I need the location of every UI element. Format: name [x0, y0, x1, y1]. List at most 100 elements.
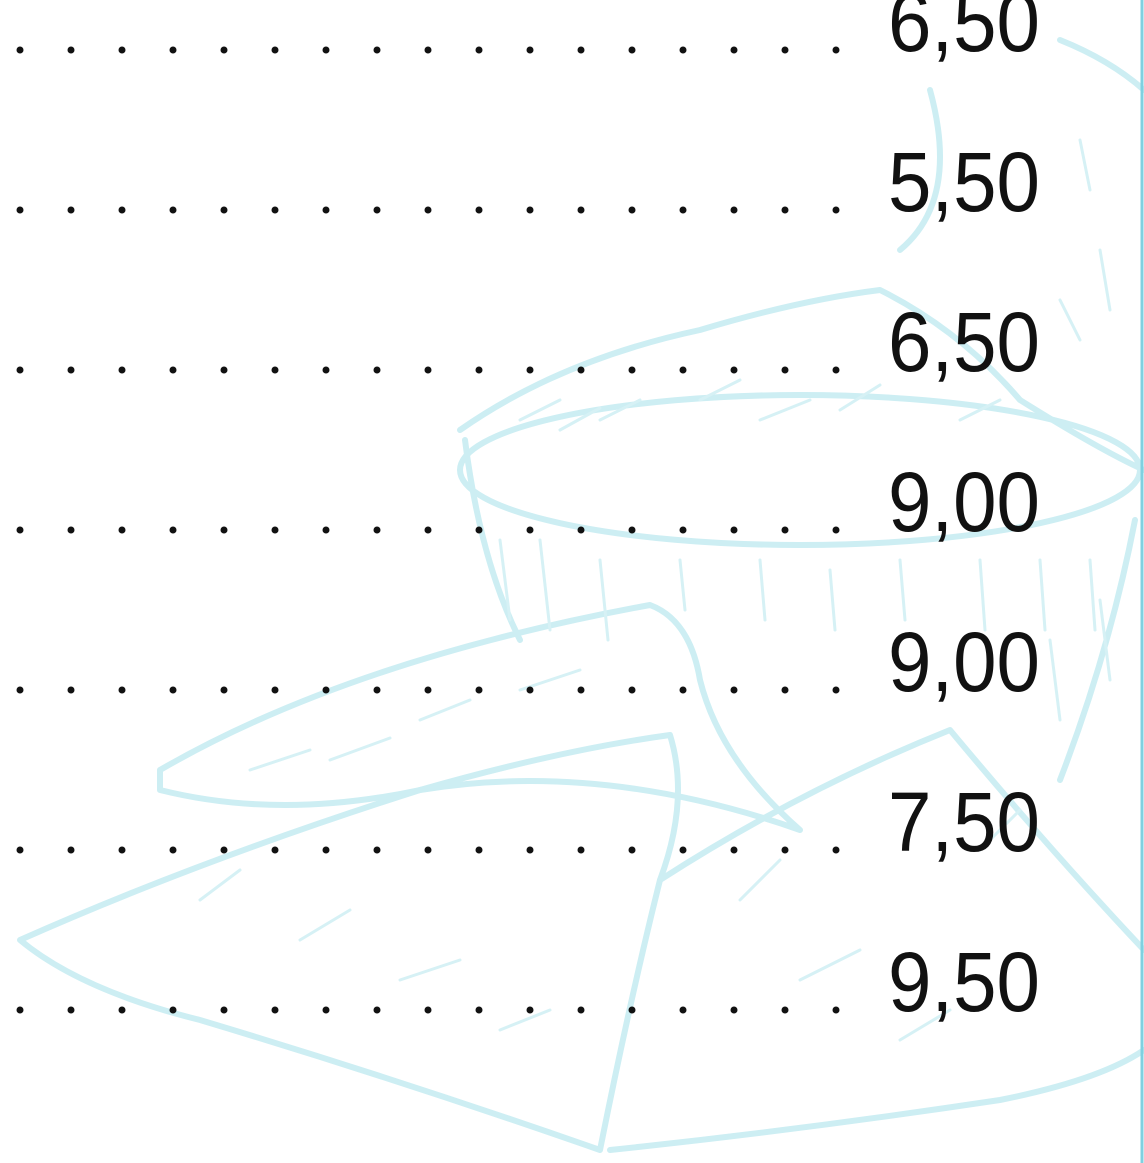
- price: 6,50: [888, 0, 1040, 69]
- leader-dot: [731, 527, 738, 534]
- leader-dot: [425, 367, 432, 374]
- leader-dot: [17, 207, 24, 214]
- leader-dot: [323, 1007, 330, 1014]
- leader-dot: [527, 367, 534, 374]
- leader-dot: [221, 527, 228, 534]
- leader-dot: [527, 1007, 534, 1014]
- price: 9,50: [888, 935, 1040, 1029]
- leader-dot: [170, 207, 177, 214]
- leader-dot: [221, 367, 228, 374]
- price: 9,00: [888, 615, 1040, 709]
- leader-dot: [272, 207, 279, 214]
- leader-dot: [782, 847, 789, 854]
- leader-dot: [374, 367, 381, 374]
- leader-dot: [323, 847, 330, 854]
- leader-dot: [170, 847, 177, 854]
- price: 5,50: [888, 135, 1040, 229]
- leader-dot: [578, 847, 585, 854]
- dot-leader: [17, 367, 840, 374]
- leader-dot: [476, 847, 483, 854]
- leader-dot: [68, 1007, 75, 1014]
- dot-leader: [17, 527, 840, 534]
- leader-dot: [680, 687, 687, 694]
- leader-dot: [527, 47, 534, 54]
- leader-dot: [476, 367, 483, 374]
- leader-dot: [119, 367, 126, 374]
- leader-dot: [782, 1007, 789, 1014]
- leader-dot: [476, 1007, 483, 1014]
- leader-dot: [272, 367, 279, 374]
- menu-row: 9,00: [17, 455, 1041, 549]
- leader-dot: [629, 687, 636, 694]
- leader-dot: [221, 847, 228, 854]
- leader-dot: [119, 847, 126, 854]
- leader-dot: [629, 1007, 636, 1014]
- leader-dot: [476, 207, 483, 214]
- leader-dot: [68, 687, 75, 694]
- leader-dot: [374, 687, 381, 694]
- leader-dot: [578, 207, 585, 214]
- leader-dot: [527, 687, 534, 694]
- leader-dot: [629, 47, 636, 54]
- leader-dot: [68, 47, 75, 54]
- leader-dot: [68, 527, 75, 534]
- leader-dot: [221, 687, 228, 694]
- leader-dot: [680, 47, 687, 54]
- leader-dot: [629, 847, 636, 854]
- leader-dot: [425, 1007, 432, 1014]
- leader-dot: [119, 687, 126, 694]
- leader-dot: [272, 847, 279, 854]
- dot-leader: [17, 47, 840, 54]
- leader-dot: [731, 847, 738, 854]
- leader-dot: [272, 687, 279, 694]
- leader-dot: [782, 367, 789, 374]
- leader-dot: [68, 847, 75, 854]
- dot-leader: [17, 1007, 840, 1014]
- price: 9,00: [888, 455, 1040, 549]
- price: 7,50: [888, 775, 1040, 869]
- leader-dot: [578, 47, 585, 54]
- leader-dot: [425, 687, 432, 694]
- menu-row: 5,50: [17, 135, 1041, 229]
- leader-dot: [527, 527, 534, 534]
- leader-dot: [272, 47, 279, 54]
- menu-row: 9,50: [17, 935, 1041, 1029]
- leader-dot: [527, 207, 534, 214]
- leader-dot: [476, 47, 483, 54]
- leader-dot: [833, 527, 840, 534]
- leader-dot: [17, 367, 24, 374]
- price: 6,50: [888, 295, 1040, 389]
- leader-dot: [17, 687, 24, 694]
- leader-dot: [578, 687, 585, 694]
- leader-dot: [68, 207, 75, 214]
- leader-dot: [578, 527, 585, 534]
- leader-dot: [833, 47, 840, 54]
- leader-dot: [323, 687, 330, 694]
- menu-row: 6,50: [17, 295, 1041, 389]
- leader-dot: [68, 367, 75, 374]
- leader-dot: [833, 1007, 840, 1014]
- leader-dot: [425, 47, 432, 54]
- leader-dot: [374, 527, 381, 534]
- leader-dot: [782, 527, 789, 534]
- leader-dot: [425, 847, 432, 854]
- leader-dot: [323, 207, 330, 214]
- leader-dot: [323, 367, 330, 374]
- leader-dot: [731, 367, 738, 374]
- dot-leader: [17, 687, 840, 694]
- leader-dot: [782, 47, 789, 54]
- leader-dot: [272, 527, 279, 534]
- leader-dot: [170, 367, 177, 374]
- leader-dot: [425, 207, 432, 214]
- leader-dot: [680, 367, 687, 374]
- leader-dot: [680, 207, 687, 214]
- leader-dot: [476, 527, 483, 534]
- leader-dot: [17, 847, 24, 854]
- leader-dot: [272, 1007, 279, 1014]
- leader-dot: [731, 1007, 738, 1014]
- leader-dot: [476, 687, 483, 694]
- leader-dot: [119, 1007, 126, 1014]
- leader-dot: [119, 207, 126, 214]
- leader-dot: [221, 1007, 228, 1014]
- leader-dot: [374, 1007, 381, 1014]
